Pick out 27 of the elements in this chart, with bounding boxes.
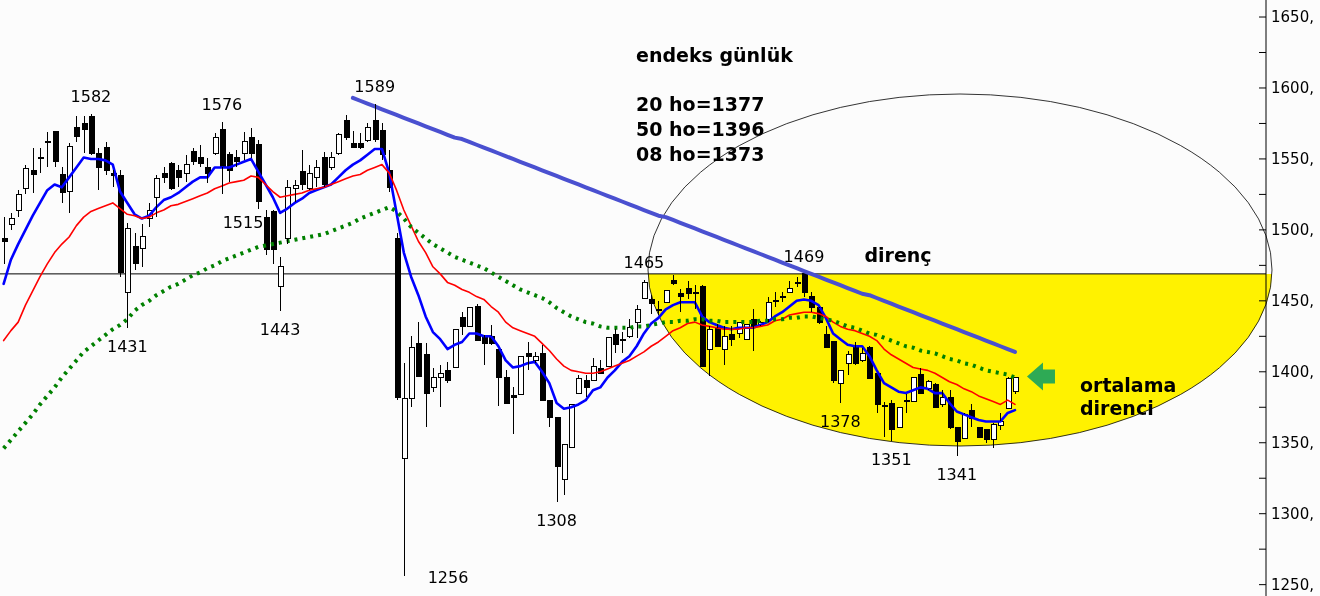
- annotation: 20 ho=1377: [636, 93, 765, 115]
- annotation: 1443: [259, 319, 301, 339]
- y-tick-label: 1650,: [1271, 8, 1314, 27]
- annotation: 1515: [222, 213, 264, 232]
- annotation: 1469: [783, 246, 825, 266]
- y-tick-label: 1600,: [1271, 79, 1314, 98]
- y-tick-label: 1450,: [1271, 292, 1314, 311]
- y-tick-label: 1300,: [1271, 504, 1314, 523]
- y-tick-label: 1500,: [1271, 221, 1314, 240]
- ref-line-label: direnç: [864, 243, 932, 266]
- annotation: 1256: [427, 568, 469, 587]
- annotation: 1465: [623, 252, 665, 272]
- text: endeks günlük: [636, 44, 794, 66]
- y-tick-label: 1550,: [1271, 150, 1314, 169]
- annotation: 1351: [870, 450, 912, 470]
- annotation: 1341: [936, 464, 978, 484]
- annotation: 50 ho=1396: [636, 118, 765, 140]
- annotation: 1308: [536, 511, 577, 531]
- annotation: 1378: [820, 412, 861, 432]
- annotation: 1431: [106, 336, 148, 356]
- y-tick-label: 1400,: [1271, 363, 1314, 382]
- y-tick-label: 1350,: [1271, 433, 1314, 452]
- annotation: 1589: [354, 76, 396, 96]
- annotation: 1576: [201, 95, 243, 115]
- y-tick-label: 1250,: [1271, 575, 1314, 594]
- annotation: ortalama direnci: [1080, 374, 1177, 419]
- annotation: 1582: [70, 86, 112, 106]
